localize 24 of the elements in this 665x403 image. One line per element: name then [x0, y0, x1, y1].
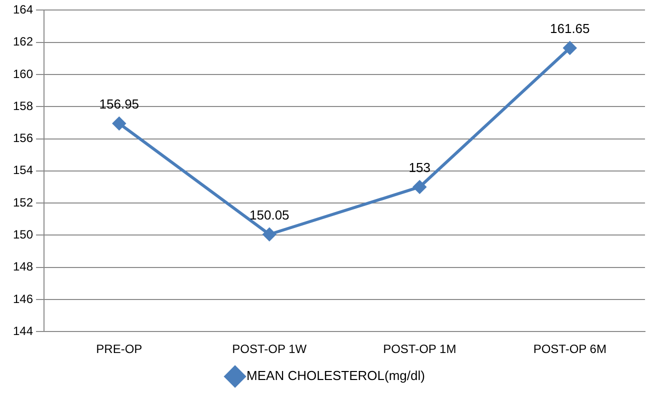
x-tick-label: PRE-OP: [96, 342, 142, 356]
data-label: 150.05: [250, 207, 290, 222]
point: [112, 116, 126, 130]
data-label: 161.65: [550, 21, 590, 36]
y-tick-label: 158: [12, 98, 34, 113]
point: [563, 41, 576, 54]
data-label: 156.95: [99, 96, 140, 112]
point: [413, 180, 426, 194]
y-tick-label: 160: [12, 66, 34, 81]
x-tick-label: POST-OP 1M: [383, 342, 456, 356]
y-tick-label: 144: [12, 324, 34, 338]
y-tick-label: 156: [12, 131, 34, 146]
y-tick-label: 164: [12, 2, 34, 17]
x-tick-label: POST-OP 6M: [533, 342, 606, 356]
y-tick-label: 150: [12, 227, 34, 242]
y-tick-label: 162: [12, 34, 34, 49]
x-tick-label: POST-OP 1W: [232, 342, 308, 356]
y-tick-label: 148: [12, 260, 34, 274]
y-tick-label: 146: [12, 292, 34, 306]
legend-label: MEAN CHOLESTEROL(mg/dl): [246, 368, 425, 384]
y-tick-label: 152: [12, 195, 34, 210]
data-label: 153: [408, 160, 430, 176]
y-tick-label: 154: [12, 163, 34, 178]
point: [262, 228, 276, 241]
